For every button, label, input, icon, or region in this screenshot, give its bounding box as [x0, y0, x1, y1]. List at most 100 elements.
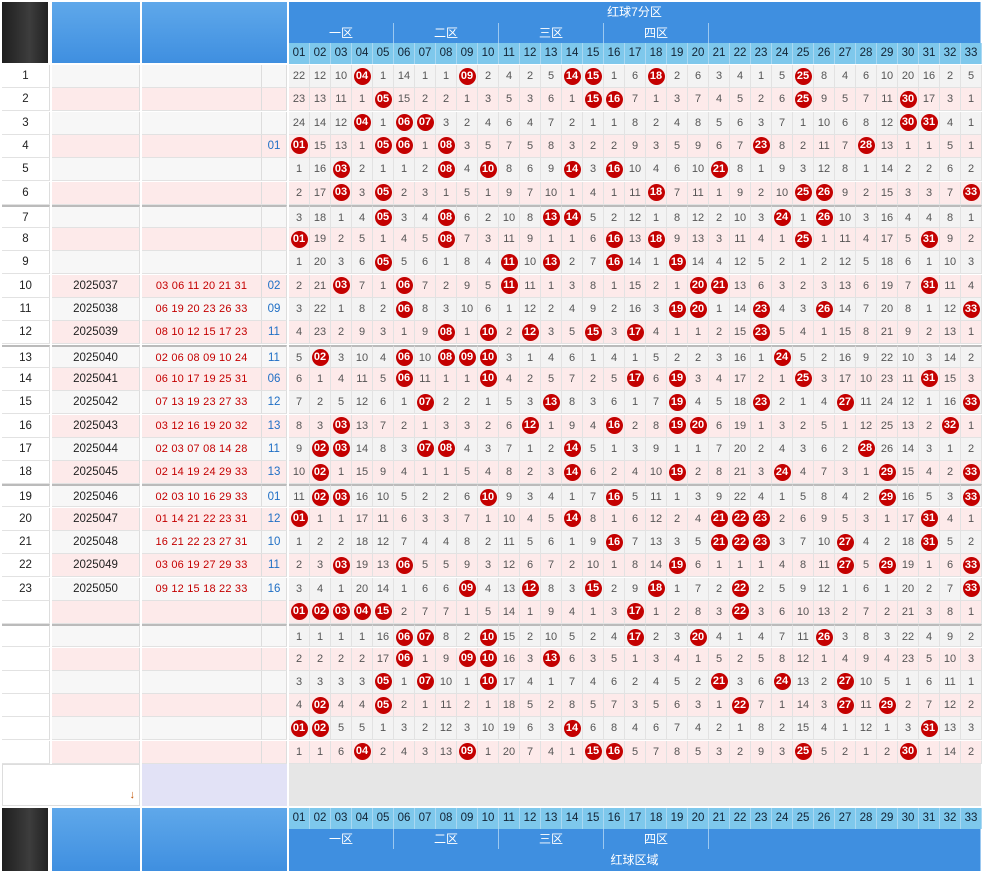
grid-cell: 15	[583, 740, 604, 764]
column-number[interactable]: 25	[793, 43, 814, 64]
column-number[interactable]: 08	[436, 43, 457, 64]
grid-cell: 1	[646, 600, 667, 624]
column-number[interactable]: 21	[709, 808, 730, 829]
column-number[interactable]: 16	[604, 43, 625, 64]
column-number[interactable]: 19	[667, 808, 688, 829]
grid-cell: 2	[772, 507, 793, 531]
grid-cell: 1	[457, 367, 478, 391]
column-number[interactable]: 03	[331, 808, 352, 829]
grid-cell: 2	[646, 111, 667, 135]
grid-cell: 24	[877, 391, 898, 415]
column-number[interactable]: 15	[583, 808, 604, 829]
grid-cell: 4	[793, 461, 814, 485]
scroll-cell[interactable]: ↓	[2, 764, 140, 806]
column-number[interactable]: 04	[352, 808, 373, 829]
column-number[interactable]: 10	[478, 43, 499, 64]
column-number[interactable]: 23	[751, 808, 772, 829]
column-number[interactable]: 25	[793, 808, 814, 829]
column-number[interactable]: 26	[814, 808, 835, 829]
grid-cell: 7	[436, 600, 457, 624]
column-number[interactable]: 28	[856, 43, 877, 64]
column-number[interactable]: 22	[730, 43, 751, 64]
column-number[interactable]: 16	[604, 808, 625, 829]
drawn-ball: 03	[332, 488, 350, 506]
column-number[interactable]: 03	[331, 43, 352, 64]
column-number[interactable]: 20	[688, 43, 709, 64]
column-number[interactable]: 06	[394, 808, 415, 829]
column-number[interactable]: 18	[646, 43, 667, 64]
column-number[interactable]: 21	[709, 43, 730, 64]
column-number[interactable]: 24	[772, 43, 793, 64]
column-number[interactable]: 11	[499, 43, 520, 64]
grid-cell: 2	[646, 274, 667, 298]
column-number[interactable]: 14	[562, 43, 583, 64]
grid-cell: 4	[919, 204, 940, 228]
column-number[interactable]: 11	[499, 808, 520, 829]
column-number[interactable]: 04	[352, 43, 373, 64]
grid-cell: 15	[625, 274, 646, 298]
grid-cell: 30	[898, 111, 919, 135]
column-number[interactable]: 09	[457, 43, 478, 64]
column-number[interactable]: 05	[373, 808, 394, 829]
column-number[interactable]: 30	[898, 808, 919, 829]
grid-cell: 6	[520, 158, 541, 182]
drawn-ball: 25	[794, 743, 812, 761]
grid-cell: 11	[688, 181, 709, 205]
column-number[interactable]: 02	[310, 808, 331, 829]
grid-cell: 1	[394, 577, 415, 601]
column-number[interactable]: 13	[541, 43, 562, 64]
column-number[interactable]: 08	[436, 808, 457, 829]
column-number[interactable]: 30	[898, 43, 919, 64]
column-number[interactable]: 33	[961, 808, 982, 829]
grid-cell: 12	[835, 251, 856, 275]
column-number[interactable]: 17	[625, 43, 646, 64]
column-number[interactable]: 33	[961, 43, 982, 64]
column-number[interactable]: 19	[667, 43, 688, 64]
column-number[interactable]: 12	[520, 43, 541, 64]
grid-cell: 4	[373, 344, 394, 368]
grid-cell: 5	[394, 484, 415, 508]
grid-cell: 19	[877, 274, 898, 298]
column-number[interactable]: 31	[919, 43, 940, 64]
column-number[interactable]: 27	[835, 808, 856, 829]
column-number[interactable]: 10	[478, 808, 499, 829]
grid-cell: 20	[352, 577, 373, 601]
column-number[interactable]: 12	[520, 808, 541, 829]
grid-cell: 9	[625, 134, 646, 158]
grid-cell: 6	[667, 158, 688, 182]
column-number[interactable]: 01	[289, 43, 310, 64]
column-number[interactable]: 07	[415, 808, 436, 829]
column-number[interactable]: 24	[772, 808, 793, 829]
column-number[interactable]: 29	[877, 43, 898, 64]
column-number[interactable]: 01	[289, 808, 310, 829]
column-number[interactable]: 05	[373, 43, 394, 64]
column-number[interactable]: 22	[730, 808, 751, 829]
column-number[interactable]: 20	[688, 808, 709, 829]
column-number[interactable]: 13	[541, 808, 562, 829]
column-number[interactable]: 07	[415, 43, 436, 64]
column-number[interactable]: 18	[646, 808, 667, 829]
column-number[interactable]: 29	[877, 808, 898, 829]
scroll-down-icon[interactable]: ↓	[129, 789, 136, 801]
column-number[interactable]: 23	[751, 43, 772, 64]
column-number[interactable]: 02	[310, 43, 331, 64]
grid-cell: 1	[604, 181, 625, 205]
column-number[interactable]: 15	[583, 43, 604, 64]
grid-cell: 11	[499, 228, 520, 252]
column-number[interactable]: 09	[457, 808, 478, 829]
column-number[interactable]: 32	[940, 43, 961, 64]
column-number[interactable]: 32	[940, 808, 961, 829]
column-number[interactable]: 31	[919, 808, 940, 829]
grid-cell: 1	[415, 694, 436, 718]
grid-cell: 6	[583, 717, 604, 741]
column-number[interactable]: 06	[394, 43, 415, 64]
column-number[interactable]: 27	[835, 43, 856, 64]
column-number[interactable]: 26	[814, 43, 835, 64]
column-number[interactable]: 17	[625, 808, 646, 829]
grid-cell: 8	[625, 111, 646, 135]
column-number[interactable]: 14	[562, 808, 583, 829]
grid-cell: 14	[562, 507, 583, 531]
grid-cell: 23	[289, 88, 310, 112]
column-number[interactable]: 28	[856, 808, 877, 829]
grid-cell: 2	[436, 391, 457, 415]
